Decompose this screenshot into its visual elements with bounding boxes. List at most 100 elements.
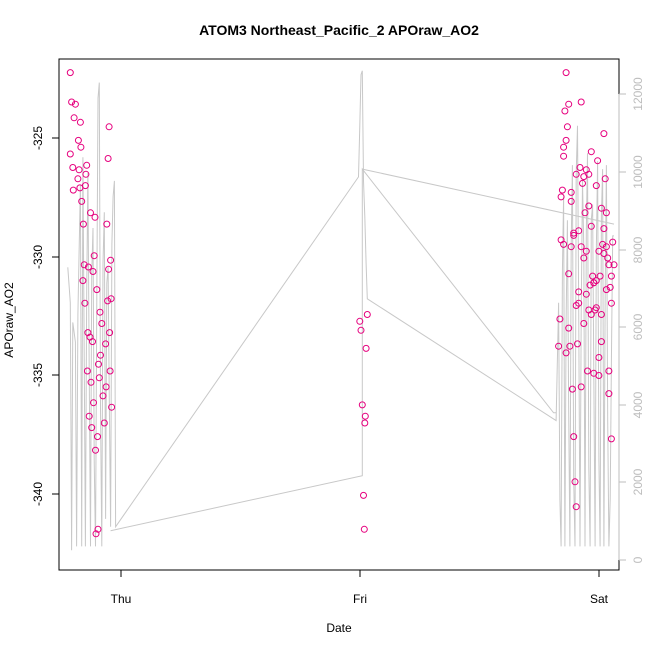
data-point <box>68 98 76 106</box>
data-point <box>66 69 74 77</box>
data-point <box>556 315 564 323</box>
data-point <box>570 231 578 239</box>
data-point <box>81 182 89 190</box>
data-point <box>587 148 595 156</box>
data-point <box>607 272 615 280</box>
data-point <box>105 265 113 273</box>
data-point <box>69 164 77 171</box>
data-point <box>570 433 578 441</box>
data-point <box>560 152 568 160</box>
x-axis: Thu Fri Sat <box>111 569 609 606</box>
data-point <box>577 243 585 251</box>
data-point <box>66 150 74 158</box>
data-point <box>74 136 82 144</box>
data-point <box>105 123 113 131</box>
data-point <box>361 419 369 427</box>
data-point <box>607 435 615 443</box>
data-point <box>586 281 594 289</box>
data-point <box>85 412 93 420</box>
data-point <box>360 525 368 533</box>
data-point <box>76 118 84 126</box>
data-point <box>102 340 110 348</box>
data-point <box>575 227 583 235</box>
y2-tick-label: 10000 <box>631 155 645 189</box>
data-point <box>75 166 83 174</box>
data-point <box>74 175 82 183</box>
data-point <box>83 161 91 169</box>
data-point <box>604 254 612 262</box>
data-point <box>568 385 576 393</box>
data-point <box>592 182 600 190</box>
data-point <box>95 360 102 368</box>
data-point <box>560 143 568 151</box>
data-point <box>108 403 116 411</box>
data-point <box>92 530 100 538</box>
y2-tick-label: 4000 <box>631 391 645 418</box>
data-point <box>584 367 591 375</box>
data-point <box>602 243 610 251</box>
data-point <box>587 222 595 230</box>
data-point <box>592 304 600 312</box>
data-point <box>88 424 96 432</box>
y-tick-label: -335 <box>31 363 45 387</box>
data-point <box>77 143 85 151</box>
data-point <box>558 186 566 194</box>
data-point <box>555 342 563 350</box>
data-point <box>597 311 605 318</box>
data-point <box>589 272 597 280</box>
data-point <box>82 170 90 178</box>
y2-tick-label: 6000 <box>631 313 645 340</box>
y2-tick-label: 8000 <box>631 236 645 263</box>
data-point <box>592 277 600 285</box>
data-point <box>574 340 581 348</box>
data-point <box>582 247 590 255</box>
data-point <box>561 107 569 115</box>
data-point <box>95 374 103 382</box>
data-point <box>81 299 89 307</box>
y2-tick-label: 0 <box>631 556 645 563</box>
data-point <box>572 170 580 178</box>
data-point <box>70 114 78 122</box>
data-point <box>595 354 603 361</box>
y-tick-label: -340 <box>31 482 45 506</box>
data-point <box>602 286 610 294</box>
data-point <box>605 261 613 269</box>
y-tick-label: -330 <box>31 245 45 269</box>
data-point <box>107 295 115 303</box>
data-point <box>580 254 588 262</box>
data-point <box>609 238 617 246</box>
data-point <box>595 372 603 379</box>
data-point <box>358 401 366 409</box>
data-point <box>103 220 111 228</box>
data-point <box>599 240 607 248</box>
data-point <box>597 204 605 212</box>
data-point <box>571 478 579 486</box>
data-point <box>356 317 364 325</box>
data-point <box>577 383 585 391</box>
data-point <box>567 197 575 205</box>
data-point <box>79 220 87 228</box>
data-point <box>106 367 114 375</box>
data-point <box>607 299 615 307</box>
data-point <box>600 225 608 233</box>
data-point <box>87 209 94 217</box>
y2-tick-label: 12000 <box>631 77 645 111</box>
data-point <box>106 329 114 337</box>
data-point <box>567 188 575 196</box>
data-point <box>579 179 586 187</box>
data-point <box>362 344 370 352</box>
data-point <box>98 320 106 327</box>
data-point <box>94 433 101 441</box>
data-point <box>565 270 573 278</box>
chart-title: ATOM3 Northeast_Pacific_2 APOraw_AO2 <box>199 22 479 38</box>
data-point <box>606 283 614 291</box>
data-point <box>90 399 97 407</box>
data-point <box>565 100 573 108</box>
data-point <box>580 173 588 181</box>
data-point <box>94 525 102 533</box>
data-point <box>602 209 610 217</box>
data-point <box>360 491 367 499</box>
data-point <box>600 250 608 257</box>
data-point <box>79 277 87 285</box>
